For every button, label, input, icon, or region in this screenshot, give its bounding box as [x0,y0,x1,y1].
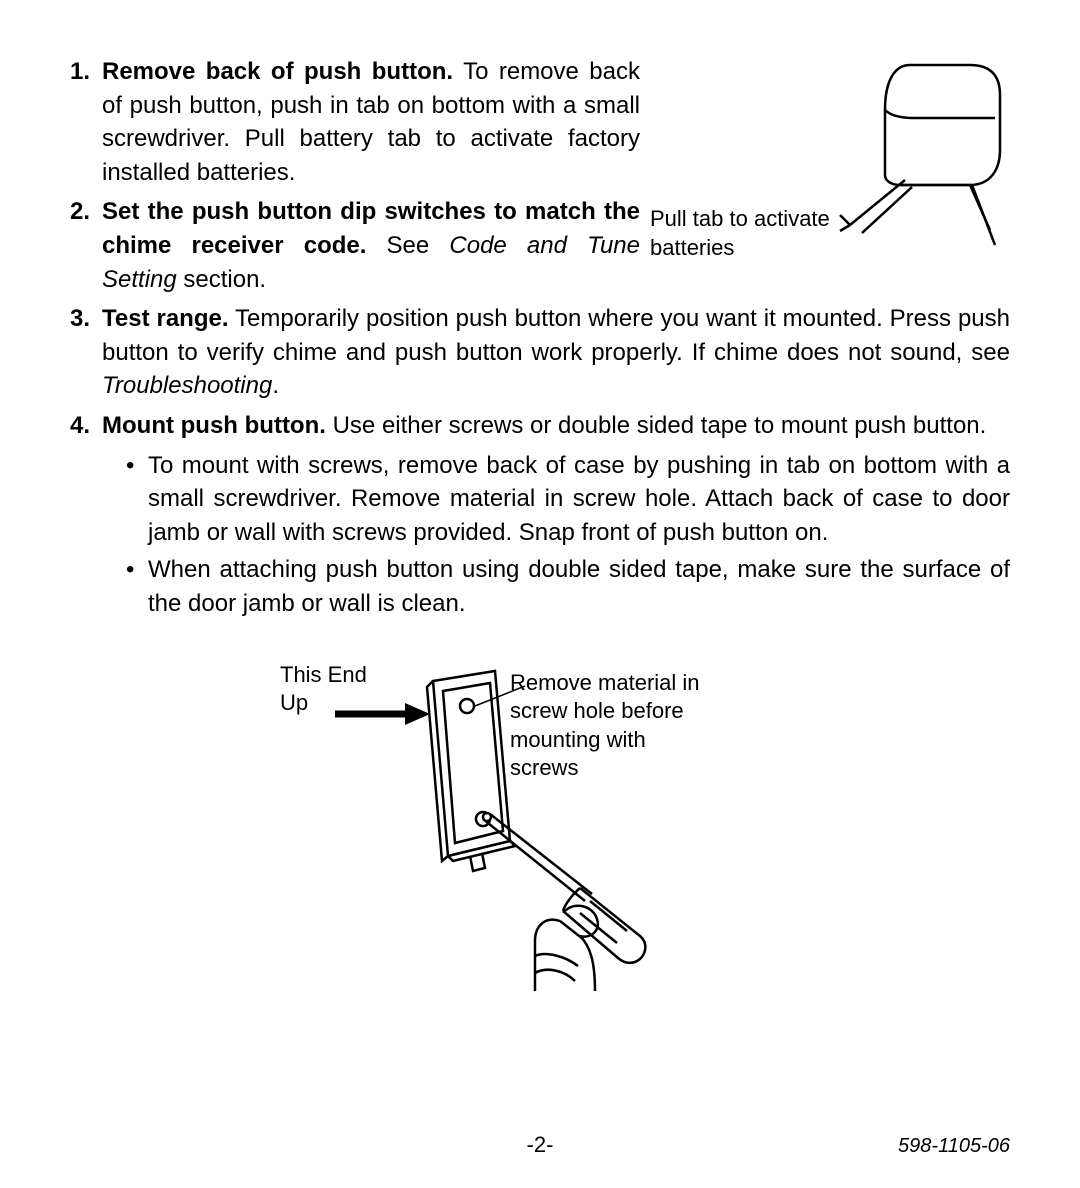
step-4-title: Mount push button. [102,412,326,439]
top-section: Pull tab to activate batteries 1. Remove… [70,55,1010,296]
step-2-text-b: section. [177,266,266,293]
step-2: 2. Set the push button dip switches to m… [70,195,640,296]
figure1-caption: Pull tab to activate batteries [650,205,830,262]
fig2-left-l2: Up [280,690,308,715]
bullet-1-text: To mount with screws, remove back of cas… [148,452,1010,546]
step-2-text-a: See [366,232,449,259]
figure2-right-caption: Remove material in screw hole before mou… [510,669,700,783]
bullet-2: When attaching push button using double … [126,553,1010,620]
fig2-right-l4: screws [510,755,578,780]
step-1-num: 1. [70,55,90,89]
step-3-num: 3. [70,302,90,336]
step-3-text-b: . [272,372,279,399]
bullet-1: To mount with screws, remove back of cas… [126,449,1010,550]
step-2-num: 2. [70,195,90,229]
step-4-text: Use either screws or double sided tape t… [326,412,986,439]
page-content: Pull tab to activate batteries 1. Remove… [70,55,1010,991]
fig2-right-l1: Remove material in [510,670,700,695]
fig2-right-l3: mounting with [510,727,646,752]
fig2-left-l1: This End [280,662,367,687]
steps-narrow: 1. Remove back of push button. To remove… [70,55,640,296]
step-4-num: 4. [70,409,90,443]
step-1: 1. Remove back of push button. To remove… [70,55,640,189]
fig1-label-line2: batteries [650,235,734,260]
step-1-title: Remove back of push button. [102,58,453,85]
figure-battery-tab: Pull tab to activate batteries [650,55,1010,255]
document-number: 598-1105-06 [898,1135,1010,1158]
fig1-label-line1: Pull tab to activate [650,206,830,231]
step-4-bullets: To mount with screws, remove back of cas… [70,449,1010,621]
step-4: 4. Mount push button. Use either screws … [70,409,1010,443]
step-3-title: Test range. [102,305,229,332]
step-3-text-ref: Troubleshooting [102,372,272,399]
figure-mounting: This End Up [70,661,1010,991]
step-3-text-a: Temporarily position push button where y… [102,305,1010,366]
step-3: 3. Test range. Temporarily position push… [70,302,1010,403]
bullet-2-text: When attaching push button using double … [148,556,1010,617]
fig2-right-l2: screw hole before [510,698,684,723]
